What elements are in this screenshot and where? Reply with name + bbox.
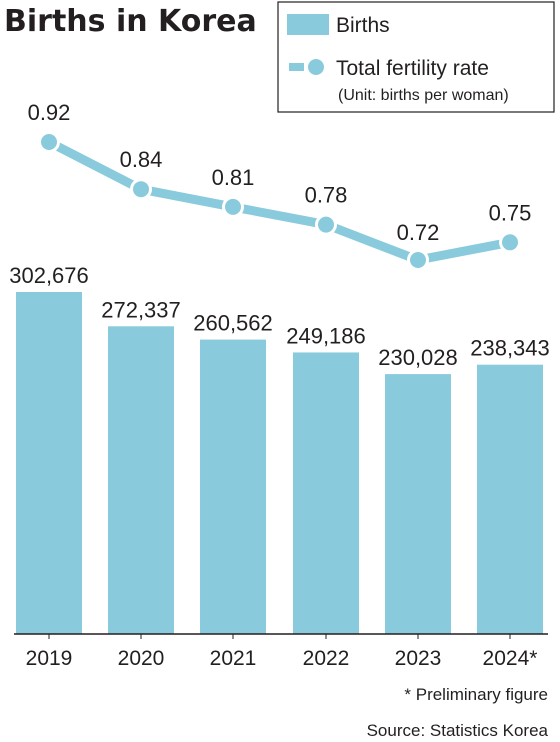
legend-unit-note: (Unit: births per woman) <box>338 87 509 104</box>
bar-2020 <box>108 326 174 634</box>
x-tick-label: 2023 <box>395 647 442 670</box>
bar-2024 <box>477 364 543 634</box>
bar-value-label: 230,028 <box>378 345 458 370</box>
source-note: Source: Statistics Korea <box>367 721 549 740</box>
footnote: * Preliminary figure <box>404 685 548 704</box>
bar-value-label: 238,343 <box>470 336 550 361</box>
x-tick-label: 2021 <box>210 647 257 670</box>
fertility-labels-layer: 0.92 0.84 0.81 0.78 0.72 0.75 <box>28 100 532 245</box>
legend-label-births: Births <box>336 14 390 37</box>
legend-label-fertility: Total fertility rate <box>336 57 489 80</box>
bar-2023 <box>385 374 451 634</box>
bar-value-label: 302,676 <box>9 263 89 288</box>
fertility-value-label: 0.72 <box>397 220 440 245</box>
legend: Births Total fertility rate (Unit: birth… <box>277 1 555 113</box>
fertility-rate-line <box>46 137 511 265</box>
bar-labels-layer: 302,676 272,337 260,562 249,186 230,028 238,3… <box>9 263 550 370</box>
fertility-marker <box>225 198 241 215</box>
chart-title: Births in Korea <box>4 4 257 39</box>
bar-value-label: 249,186 <box>286 323 366 348</box>
x-tick-label: 2024* <box>483 647 538 670</box>
fertility-value-label: 0.84 <box>120 147 163 172</box>
x-axis-ticks: 2019 2020 2021 2022 2023 2024* <box>26 634 538 670</box>
bar-2022 <box>293 352 359 634</box>
bars-layer <box>16 292 543 634</box>
bar-2021 <box>200 339 266 634</box>
x-tick-label: 2022 <box>303 647 350 670</box>
fertility-marker <box>502 234 518 251</box>
fertility-value-label: 0.81 <box>212 165 255 190</box>
legend-swatch-births <box>287 14 329 35</box>
fertility-value-label: 0.92 <box>28 100 71 125</box>
legend-swatch-fertility-marker <box>308 59 324 75</box>
fertility-line-layer <box>38 131 521 271</box>
fertility-marker <box>318 216 334 233</box>
bar-2019 <box>16 292 82 634</box>
x-tick-label: 2020 <box>118 647 165 670</box>
fertility-marker <box>133 181 149 198</box>
fertility-marker <box>41 134 57 150</box>
fertility-marker <box>410 252 426 268</box>
fertility-value-label: 0.75 <box>489 200 532 225</box>
fertility-value-label: 0.78 <box>305 183 348 208</box>
bar-value-label: 260,562 <box>193 311 273 336</box>
bar-value-label: 272,337 <box>101 297 181 322</box>
x-tick-label: 2019 <box>26 647 73 670</box>
